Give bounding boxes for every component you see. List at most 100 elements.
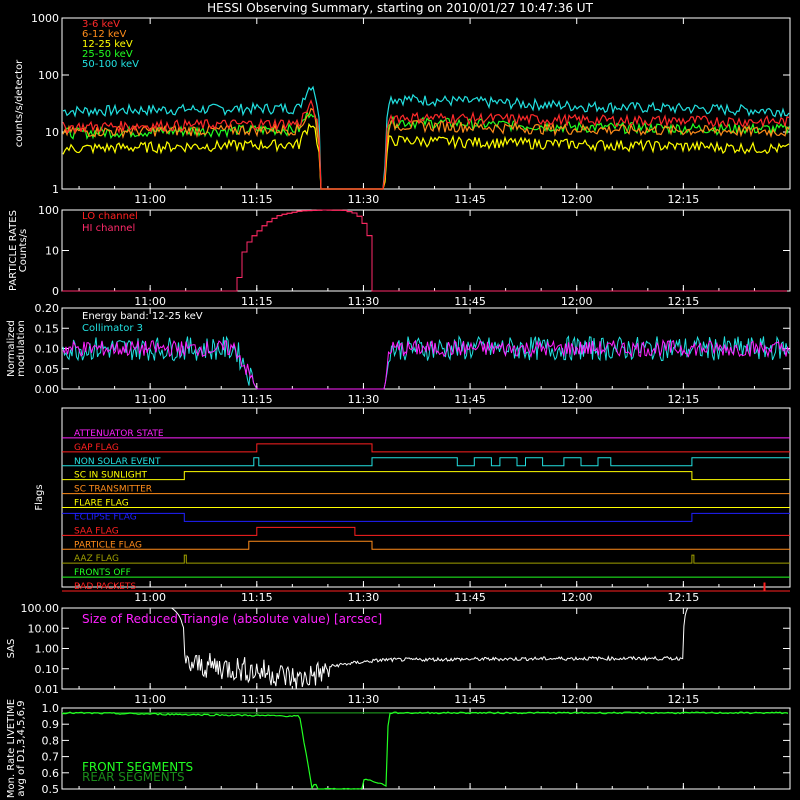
- legend-entry: 3-6 keV: [82, 19, 120, 30]
- legend-entry: Collimator 3: [82, 323, 143, 334]
- sas-y-tick-label: 1.00: [35, 643, 60, 656]
- mod-y-tick-label: 0.00: [35, 383, 60, 396]
- sas-annotation: Size of Reduced Triangle (absolute value…: [82, 612, 382, 626]
- x-tick-label: 11:30: [348, 393, 380, 406]
- legend-entry: FRONT SEGMENTS: [82, 760, 193, 774]
- livetime-front-segments: [62, 711, 789, 790]
- x-tick-label: 11:30: [348, 591, 380, 604]
- panel-frame: [61, 17, 791, 190]
- x-tick-label: 12:00: [561, 693, 593, 706]
- x-tick-label: 12:00: [561, 295, 593, 308]
- collimator-3-line: [62, 335, 790, 390]
- legend-entry: LO channel: [82, 211, 138, 222]
- y-axis-label: Flags: [34, 484, 45, 510]
- series-line-25-50-kev: [62, 109, 790, 190]
- flag-label: FLARE FLAG: [74, 499, 129, 509]
- flag-line-eclipse-flag: [62, 512, 790, 522]
- particle-lo-line: [62, 209, 787, 292]
- x-tick-label: 12:00: [561, 393, 593, 406]
- flag-line-particle-flag: [62, 540, 790, 550]
- livetime-y-tick-label: 0.9: [42, 718, 60, 731]
- y-axis-label: avg of D1,3,4,5,6,9: [16, 700, 27, 796]
- flag-line-gap-flag: [62, 443, 790, 453]
- sas-y-tick-label: 100.00: [21, 602, 60, 615]
- panel-frame: [61, 209, 791, 292]
- x-tick-label: 12:15: [668, 193, 700, 206]
- particle-y-tick-label: 0: [52, 285, 59, 298]
- livetime-y-tick-label: 1.0: [42, 702, 60, 715]
- flag-line-sc-in-sunlight: [62, 471, 790, 481]
- sas-y-tick-label: 0.01: [35, 683, 60, 696]
- x-tick-label: 11:45: [454, 693, 486, 706]
- livetime-y-tick-label: 0.8: [42, 734, 60, 747]
- x-tick-label: 11:00: [134, 591, 166, 604]
- sas-y-tick-label: 0.10: [35, 663, 60, 676]
- x-tick-label: 11:00: [134, 193, 166, 206]
- y-axis-label: Counts/s: [18, 229, 29, 273]
- panel-frame: [61, 707, 791, 790]
- data-series: [62, 85, 790, 790]
- flag-label: NON SOLAR EVENT: [74, 457, 161, 467]
- livetime-y-tick-label: 0.5: [42, 783, 60, 796]
- x-tick-label: 11:15: [241, 693, 273, 706]
- legend-entry: HI channel: [82, 223, 135, 234]
- legend-entry: 50-100 keV: [82, 59, 139, 70]
- y-axis-label: counts/s/detector: [14, 59, 25, 147]
- x-tick-label: 11:30: [348, 193, 380, 206]
- flag-label: SAA FLAG: [74, 526, 119, 536]
- livetime-y-tick-label: 0.7: [42, 751, 60, 764]
- x-tick-label: 11:15: [241, 193, 273, 206]
- x-tick-label: 11:30: [348, 295, 380, 308]
- particle-y-tick-label: 100: [38, 204, 59, 217]
- y-axis-label: PARTICLE RATES: [8, 210, 19, 291]
- flag-label: GAP FLAG: [74, 443, 119, 453]
- mod-y-tick-label: 0.20: [35, 302, 60, 315]
- legend-entry: 12-25 keV: [82, 39, 133, 50]
- chart-labels: HESSI Observing Summary, starting on 201…: [6, 1, 699, 798]
- x-tick-label: 11:00: [134, 295, 166, 308]
- flag-label: ATTENUATOR STATE: [74, 429, 164, 439]
- flag-label: PARTICLE FLAG: [74, 540, 142, 550]
- flag-line-aaz-flag: [62, 554, 790, 564]
- x-tick-label: 12:15: [668, 295, 700, 308]
- rates-y-tick-label: 10: [45, 126, 59, 139]
- sas-y-tick-label: 10.00: [28, 622, 60, 635]
- y-axis-label: modulation: [16, 320, 27, 377]
- x-tick-label: 11:00: [134, 693, 166, 706]
- mod-y-tick-label: 0.05: [35, 363, 60, 376]
- x-tick-label: 12:15: [668, 591, 700, 604]
- series-line-3-6-kev: [62, 99, 790, 190]
- legend-entry: REAR SEGMENTS: [82, 770, 185, 784]
- series-line-50-100-kev: [62, 85, 790, 190]
- mod-y-tick-label: 0.10: [35, 343, 60, 356]
- flag-label: AAZ FLAG: [74, 554, 119, 564]
- x-tick-label: 11:45: [454, 393, 486, 406]
- x-tick-label: 11:15: [241, 295, 273, 308]
- flag-label: BAD PACKETS: [74, 582, 136, 592]
- livetime-y-tick-label: 0.6: [42, 767, 60, 780]
- modulation-magenta-line: [62, 338, 790, 390]
- panel-frames: [61, 17, 791, 790]
- rates-y-tick-label: 1: [52, 183, 59, 196]
- rates-y-tick-label: 100: [38, 69, 59, 82]
- legend-entry: 6-12 keV: [82, 29, 126, 40]
- modulation-annotation: Energy band: 12-25 keV: [82, 311, 203, 322]
- flag-label: SC TRANSMITTER: [74, 485, 152, 495]
- series-line-12-25-kev: [62, 122, 790, 190]
- rates-y-tick-label: 1000: [31, 12, 59, 25]
- x-tick-label: 11:15: [241, 393, 273, 406]
- legend-entry: 25-50 keV: [82, 49, 133, 60]
- x-tick-label: 11:45: [454, 591, 486, 604]
- x-tick-label: 11:45: [454, 295, 486, 308]
- flag-label: ECLIPSE FLAG: [74, 512, 137, 522]
- y-axis-label: Mon. Rate LIVETIME: [6, 699, 17, 798]
- y-axis-label: SAS: [6, 639, 17, 659]
- particle-hi-line: [62, 209, 787, 292]
- x-tick-label: 11:00: [134, 393, 166, 406]
- y-axis-label: Normalized: [6, 320, 17, 377]
- x-tick-label: 12:15: [668, 393, 700, 406]
- flag-line-non-solar-event: [62, 457, 790, 467]
- flag-label: FRONTS OFF: [74, 568, 131, 578]
